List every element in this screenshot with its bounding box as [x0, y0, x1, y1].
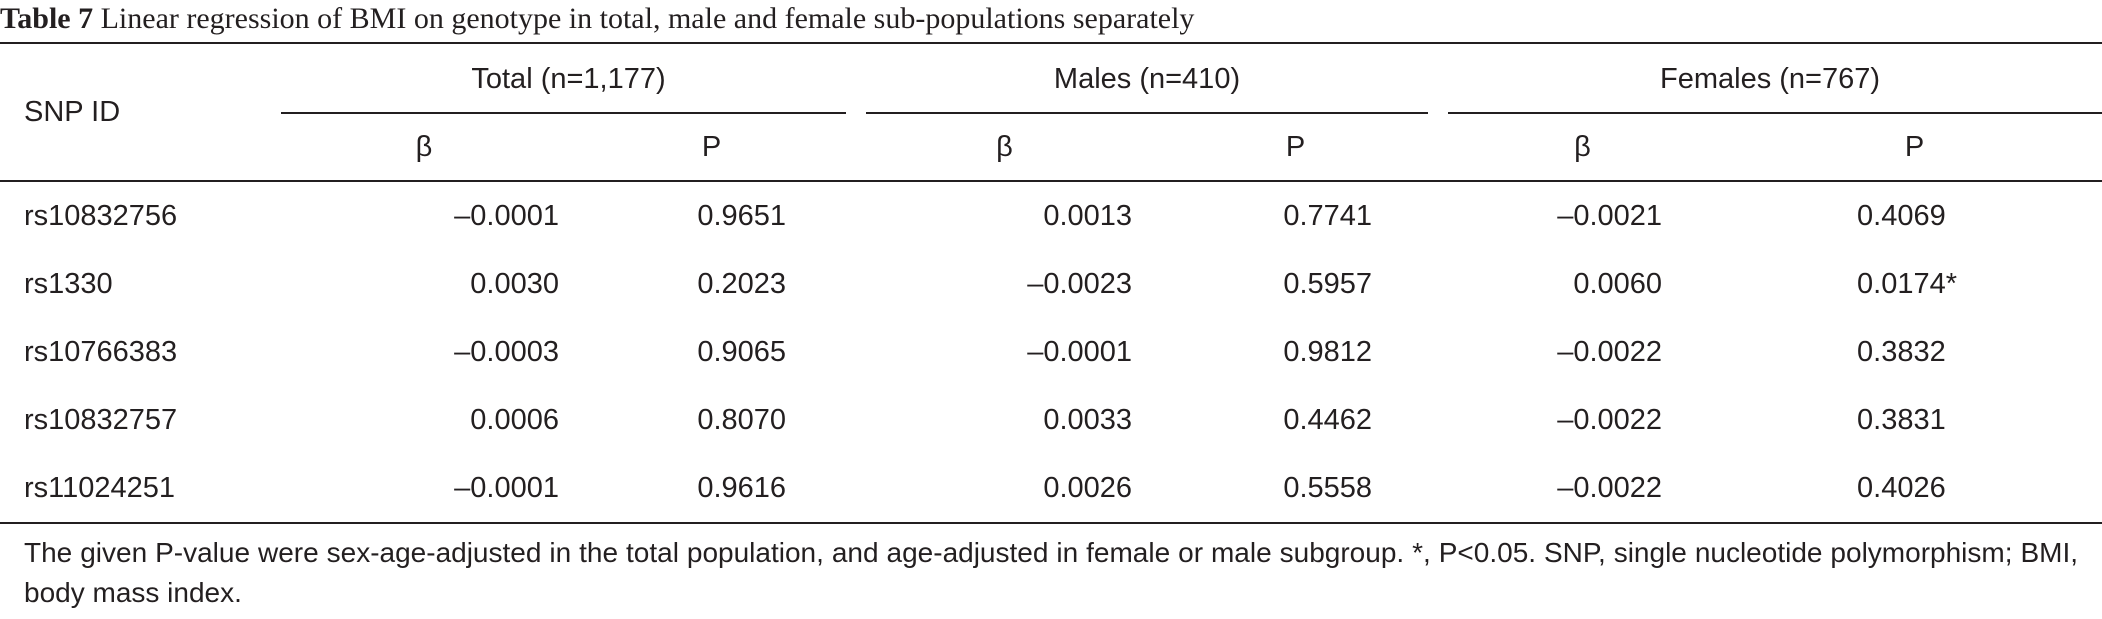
beta-header-males: β: [996, 130, 1013, 163]
snp-id-cell: rs1330: [24, 267, 113, 300]
female-p-cell: 0.4069: [1857, 199, 1946, 232]
table-footnote: The given P-value were sex-age-adjusted …: [24, 537, 2078, 608]
group-header-total: Total (n=1,177): [281, 43, 856, 114]
table-number: Table 7: [0, 2, 94, 35]
female-beta-cell: –0.0022: [1557, 403, 1663, 436]
group-rule-males: [866, 112, 1429, 114]
female-p-cell: 0.4026: [1857, 471, 1946, 504]
male-p-cell: 0.5957: [1283, 267, 1373, 300]
female-beta-cell: 0.0060: [1573, 267, 1663, 300]
total-p-cell: 0.9651: [697, 199, 787, 232]
snp-id-cell: rs10832757: [24, 403, 178, 436]
snp-id-cell: rs10766383: [24, 335, 178, 368]
male-beta-cell: 0.0013: [1043, 199, 1133, 232]
male-beta-cell: –0.0023: [1027, 267, 1133, 300]
male-beta-cell: –0.0001: [1027, 335, 1133, 368]
table-caption: Table 7 Linear regression of BMI on geno…: [0, 2, 1194, 36]
group-header-row: SNP ID Total (n=1,177) Males (n=410) Fem…: [0, 43, 2102, 128]
p-header-females: P: [1904, 130, 1925, 163]
male-p-cell: 0.4462: [1283, 403, 1373, 436]
group-label-males: Males (n=410): [1053, 62, 1241, 95]
male-p-cell: 0.9812: [1283, 335, 1373, 368]
male-beta-cell: 0.0026: [1043, 471, 1133, 504]
total-p-cell: 0.2023: [697, 267, 787, 300]
group-label-total: Total (n=1,177): [471, 62, 666, 95]
female-beta-cell: –0.0022: [1557, 471, 1663, 504]
group-rule-total: [281, 112, 847, 114]
female-beta-cell: –0.0022: [1557, 335, 1663, 368]
table-row: rs11024251 –0.0001 0.9616 0.0026 0.5558 …: [0, 454, 2102, 523]
snp-id-cell: rs11024251: [24, 471, 176, 504]
group-header-females: Females (n=767): [1438, 43, 2102, 114]
group-rule-females: [1448, 112, 2102, 114]
table-title: Linear regression of BMI on genotype in …: [100, 2, 1195, 35]
snp-id-header: SNP ID: [24, 95, 121, 128]
total-p-cell: 0.9616: [697, 471, 787, 504]
female-p-cell: 0.0174*: [1857, 267, 1958, 300]
table-row: rs1330 0.0030 0.2023 –0.0023 0.5957 0.00…: [0, 250, 2102, 318]
table-row: rs10832757 0.0006 0.8070 0.0033 0.4462 –…: [0, 386, 2102, 454]
regression-table: SNP ID Total (n=1,177) Males (n=410) Fem…: [0, 42, 2102, 524]
male-beta-cell: 0.0033: [1043, 403, 1133, 436]
p-header-males: P: [1285, 130, 1306, 163]
total-beta-cell: –0.0003: [454, 335, 559, 368]
total-beta-cell: 0.0030: [470, 267, 559, 300]
subheader-row: β P β P β P: [0, 114, 2102, 181]
snp-id-cell: rs10832756: [24, 199, 178, 232]
total-beta-cell: 0.0006: [470, 403, 559, 436]
female-p-cell: 0.3831: [1857, 403, 1946, 436]
total-beta-cell: –0.0001: [454, 199, 559, 232]
table-row: rs10832756 –0.0001 0.9651 0.0013 0.7741 …: [0, 181, 2102, 250]
total-p-cell: 0.8070: [697, 403, 787, 436]
group-label-females: Females (n=767): [1660, 62, 1881, 95]
p-header-total: P: [701, 130, 722, 163]
total-p-cell: 0.9065: [697, 335, 787, 368]
beta-header-females: β: [1574, 130, 1591, 163]
female-beta-cell: –0.0021: [1557, 199, 1663, 232]
male-p-cell: 0.7741: [1283, 199, 1373, 232]
female-p-cell: 0.3832: [1857, 335, 1946, 368]
group-header-males: Males (n=410): [856, 43, 1438, 114]
male-p-cell: 0.5558: [1283, 471, 1373, 504]
beta-header-total: β: [415, 130, 433, 163]
table-row: rs10766383 –0.0003 0.9065 –0.0001 0.9812…: [0, 318, 2102, 386]
total-beta-cell: –0.0001: [454, 471, 559, 504]
